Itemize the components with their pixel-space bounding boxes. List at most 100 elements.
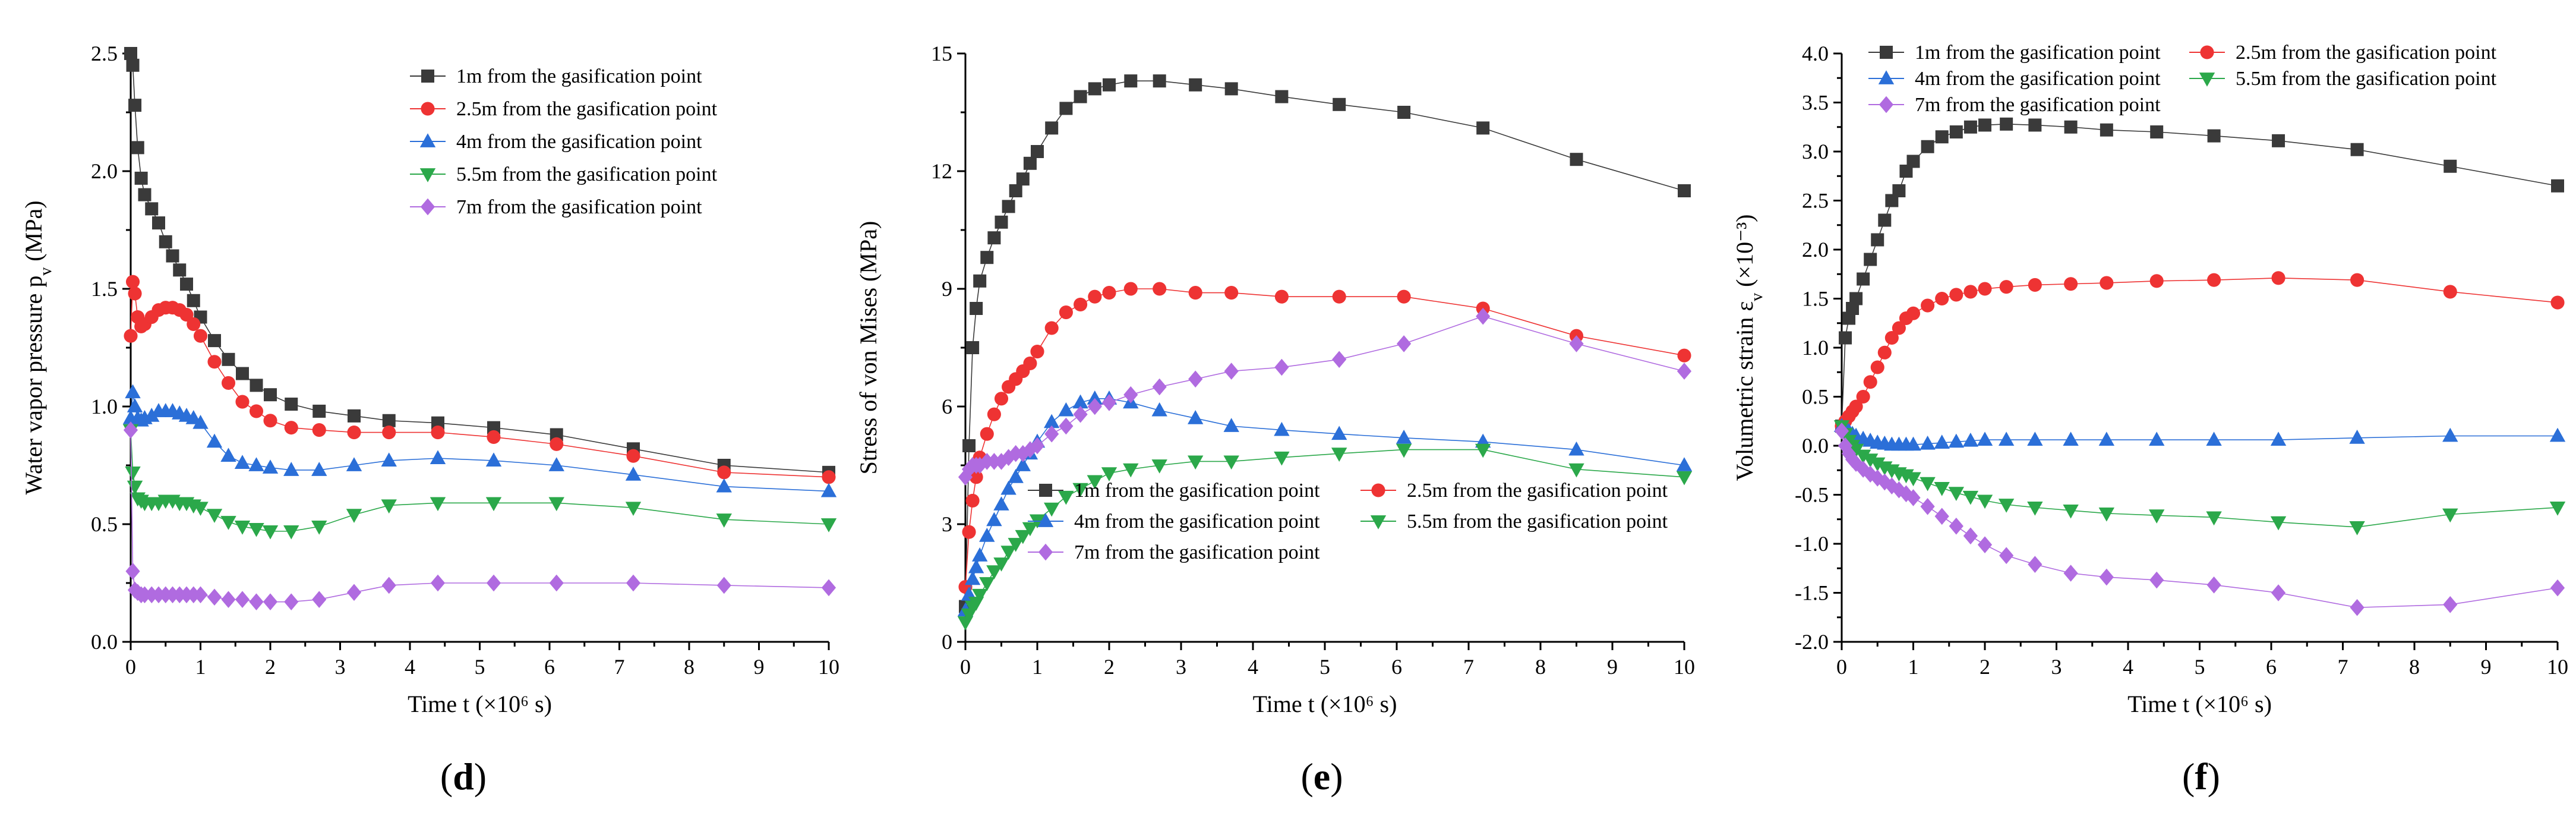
chart-d-data-point <box>346 584 362 601</box>
chart-d-legend: 1m from the gasification point 2.5m from … <box>410 65 718 218</box>
chart-e-series-line <box>965 398 1685 611</box>
chart-f-data-point <box>2098 507 2115 522</box>
chart-d-data-point <box>187 294 200 307</box>
chart-f-data-point <box>1864 253 1877 266</box>
chart-d-data-point <box>485 452 502 467</box>
chart-e-data-point <box>1074 297 1088 311</box>
chart-f-data-point <box>2272 134 2285 147</box>
chart-d-x-tick-label: 5 <box>475 655 485 679</box>
chart-d-data-point <box>625 502 642 516</box>
chart-e-data-point <box>1396 443 1412 458</box>
chart-d-data-point <box>207 588 222 606</box>
chart-d-data-point <box>549 574 564 592</box>
chart-d-data-point <box>487 430 501 445</box>
chart-e-x-tick-label: 2 <box>1104 655 1115 679</box>
chart-d-series-5 <box>123 421 836 610</box>
chart-f-data-point <box>1977 431 1993 446</box>
chart-f-series-4 <box>1833 420 2566 535</box>
chart-e-data-point <box>1000 480 1016 495</box>
chart-d-data-point <box>145 202 159 216</box>
chart-e-data-point <box>1030 437 1045 455</box>
chart-e-data-point <box>1274 421 1290 436</box>
chart-d-data-point <box>486 574 501 592</box>
chart-f-data-point <box>1838 437 1853 455</box>
chart-f-data-point <box>1935 130 1949 144</box>
chart-f-y-tick-label: 3.0 <box>1802 140 1829 163</box>
chart-d-data-point <box>820 518 837 532</box>
chart-d-data-point <box>820 483 837 497</box>
chart-e-data-point <box>1331 426 1347 440</box>
chart-f-y-tick-label: -1.5 <box>1795 581 1829 605</box>
chart-d-data-point <box>192 502 209 516</box>
chart-d-data-point <box>311 462 327 476</box>
chart-e-data-point <box>1676 457 1693 471</box>
chart-d-data-point <box>249 404 264 418</box>
chart-f-data-point <box>2100 276 2114 290</box>
chart-e-data-point <box>1475 443 1491 458</box>
chart-f-data-point <box>2350 143 2364 156</box>
chart-e-data-point <box>1123 282 1138 296</box>
chart-e-legend-marker <box>1371 483 1385 497</box>
chart-f-data-point <box>2349 521 2365 535</box>
chart-d-data-point <box>822 470 836 484</box>
chart-f-data-point <box>2028 556 2043 573</box>
chart-e-data-point <box>1676 471 1693 486</box>
chart-e-x-tick-label: 8 <box>1535 655 1546 679</box>
chart-d-panel-label: (d) <box>440 755 487 798</box>
chart-e-data-point <box>1568 441 1584 456</box>
chart-e-data-point <box>1331 448 1347 462</box>
chart-e-y-tick-label: 12 <box>931 159 952 183</box>
chart-d-data-point <box>312 591 327 609</box>
chart-f-data-point <box>2551 179 2564 193</box>
chart-d-data-point <box>262 459 279 474</box>
chart-f-y-tick-label: 1.0 <box>1802 336 1829 360</box>
chart-e-data-point <box>1274 451 1290 466</box>
chart-f-x-tick-label: 0 <box>1836 655 1847 679</box>
chart-e-legend-marker <box>1370 515 1387 530</box>
chart-f-data-point <box>1871 233 1884 247</box>
chart-e-data-point <box>995 215 1008 229</box>
chart-d-data-point <box>626 574 641 592</box>
chart-f-data-point <box>1949 125 1963 138</box>
chart-d-data-point <box>128 99 142 112</box>
chart-e-data-point <box>1223 455 1239 470</box>
chart-e-data-point <box>1088 289 1102 304</box>
chart-e-data-point <box>1102 286 1116 300</box>
chart-e-legend-marker <box>1037 513 1054 527</box>
chart-d-data-point <box>283 525 299 540</box>
chart-e-y-tick-label: 9 <box>942 277 952 301</box>
chart-d-data-point <box>821 579 836 597</box>
chart-e-data-point <box>1044 414 1060 428</box>
chart-f-legend-marker <box>1879 96 1894 114</box>
chart-f-data-point <box>1892 321 1906 335</box>
chart-e-data-point <box>1396 430 1412 444</box>
chart-d-data-point <box>193 586 208 604</box>
chart-e-data-point <box>1397 106 1411 119</box>
chart-f-data-point <box>1978 118 1991 132</box>
chart-f-legend: 1m from the gasification point 2.5m from … <box>1868 42 2497 116</box>
chart-f-data-point <box>2063 431 2079 446</box>
chart-e-data-point <box>1059 102 1073 115</box>
chart-d-data-point <box>173 263 187 277</box>
chart-d: 0 1 2 3 4 5 6 7 8 9 10 0.0 0.5 1.0 1.5 2.0 2.5 Time t (×1… <box>20 42 839 798</box>
chart-f-data-point <box>1834 422 1849 440</box>
chart-d-y-tick-label: 1.0 <box>91 395 118 418</box>
chart-f-panel-label: (f) <box>2182 755 2220 798</box>
chart-d-data-point <box>124 329 138 343</box>
chart-f-y-tick-label: 0.0 <box>1802 434 1829 458</box>
chart-d-data-point <box>263 414 277 428</box>
chart-f-data-point <box>1857 272 1870 286</box>
chart-d-data-point <box>221 376 236 390</box>
chart-f-data-point <box>2207 129 2221 143</box>
chart-e-legend-label: 5.5m from the gasification point <box>1407 511 1668 532</box>
chart-f-data-point <box>2100 123 2113 137</box>
chart-f-legend-marker <box>2200 45 2214 59</box>
chart-f-legend-label: 7m from the gasification point <box>1915 94 2161 116</box>
chart-e-data-point <box>1022 522 1038 537</box>
chart-e-legend-label: 7m from the gasification point <box>1074 541 1320 563</box>
chart-e-data-point <box>1101 467 1117 481</box>
chart-d-y-axis-title: Water vapor pressure pv (MPa) <box>20 200 55 494</box>
chart-d-data-point <box>236 367 249 380</box>
chart-e-data-point <box>986 565 1002 579</box>
